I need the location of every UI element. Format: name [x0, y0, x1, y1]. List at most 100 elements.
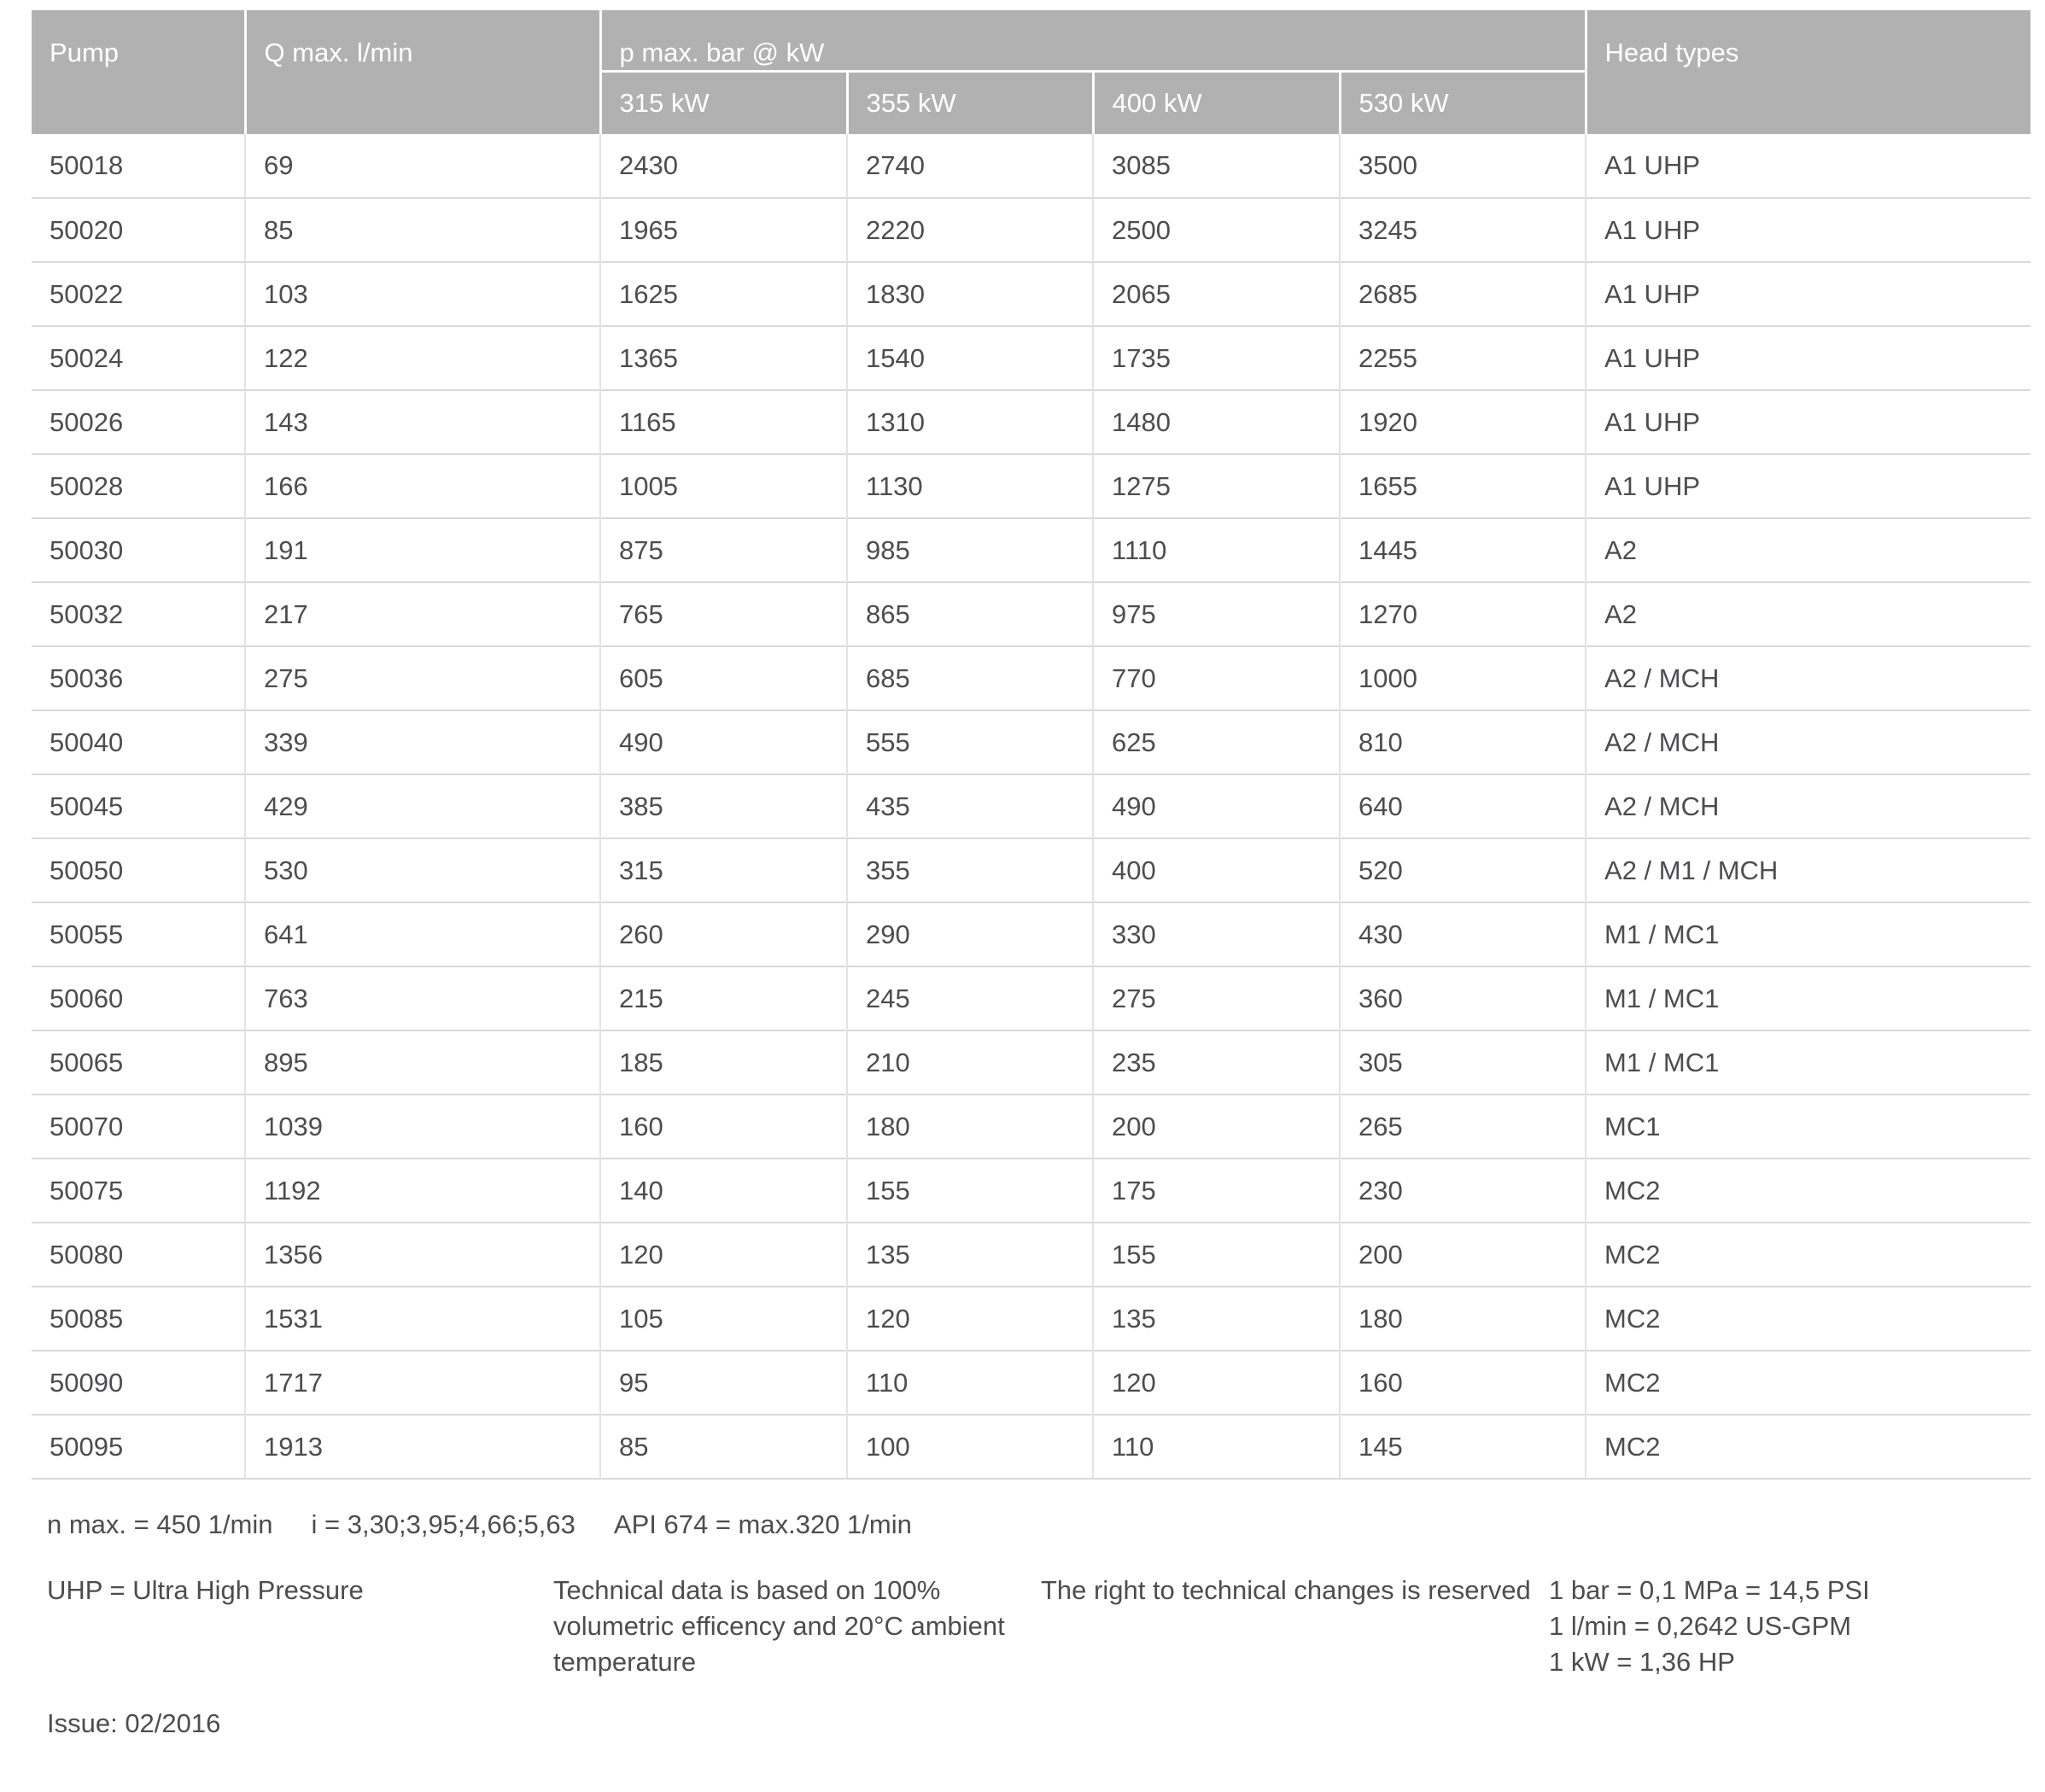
cell-q: 1192: [244, 1158, 600, 1223]
cell-kw355: 1540: [846, 325, 1093, 390]
cell-kw400: 110: [1092, 1414, 1340, 1480]
cell-kw355: 110: [846, 1350, 1093, 1415]
cell-q: 895: [244, 1030, 600, 1094]
cell-kw355: 1130: [846, 453, 1093, 518]
table-row: 50040 339 490 555 625 810 A2 / MCH: [32, 709, 2031, 774]
column-header-pump: Pump: [32, 10, 245, 134]
cell-head: M1 / MC1: [1585, 902, 2031, 966]
footnote-line: n max. = 450 1/min i = 3,30;3,95;4,66;5,…: [47, 1509, 912, 1540]
cell-head: MC2: [1585, 1414, 2031, 1480]
cell-head: MC2: [1585, 1286, 2031, 1351]
cell-q: 85: [244, 197, 600, 262]
cell-kw530: 520: [1338, 838, 1586, 902]
cell-kw530: 1655: [1338, 453, 1586, 518]
cell-kw355: 155: [846, 1158, 1093, 1223]
table-row: 50036 275 605 685 770 1000 A2 / MCH: [32, 645, 2031, 710]
cell-pump: 50030: [32, 517, 245, 582]
technical-note-line: Technical data is based on 100%: [553, 1575, 941, 1605]
cell-head: M1 / MC1: [1585, 966, 2031, 1030]
cell-kw355: 1310: [846, 389, 1093, 454]
conversion-line: 1 bar = 0,1 MPa = 14,5 PSI: [1549, 1575, 1870, 1605]
cell-kw355: 865: [846, 581, 1093, 646]
cell-q: 763: [244, 966, 600, 1030]
cell-kw355: 210: [846, 1030, 1093, 1094]
cell-kw530: 360: [1338, 966, 1586, 1030]
cell-kw315: 185: [599, 1030, 847, 1094]
cell-kw400: 1110: [1092, 517, 1340, 582]
cell-q: 1356: [244, 1222, 600, 1287]
cell-q: 641: [244, 902, 600, 966]
cell-kw355: 135: [846, 1222, 1093, 1287]
cell-kw530: 2255: [1338, 325, 1586, 390]
column-header-p-max-group: p max. bar @ kW: [599, 10, 1586, 71]
column-header-355kw: 355 kW: [845, 69, 1093, 134]
cell-q: 143: [244, 389, 600, 454]
table-row: 50075 1192 140 155 175 230 MC2: [32, 1158, 2031, 1223]
cell-pump: 50080: [32, 1222, 245, 1287]
cell-kw315: 1625: [599, 261, 847, 326]
cell-kw530: 1920: [1338, 389, 1586, 454]
cell-kw400: 625: [1092, 709, 1340, 774]
cell-pump: 50040: [32, 709, 245, 774]
cell-kw355: 435: [846, 773, 1093, 838]
cell-kw315: 140: [599, 1158, 847, 1223]
cell-kw400: 235: [1092, 1030, 1340, 1094]
cell-kw315: 95: [599, 1350, 847, 1415]
table-row: 50026 143 1165 1310 1480 1920 A1 UHP: [32, 389, 2031, 454]
cell-kw315: 2430: [599, 134, 847, 198]
cell-head: A2 / MCH: [1585, 773, 2031, 838]
cell-pump: 50036: [32, 645, 245, 710]
cell-q: 69: [244, 134, 600, 198]
cell-q: 217: [244, 581, 600, 646]
table-row: 50080 1356 120 135 155 200 MC2: [32, 1222, 2031, 1287]
technical-data-note: Technical data is based on 100% volumetr…: [553, 1573, 1005, 1680]
cell-kw400: 1735: [1092, 325, 1340, 390]
table-row: 50055 641 260 290 330 430 M1 / MC1: [32, 902, 2031, 966]
cell-pump: 50090: [32, 1350, 245, 1415]
cell-kw530: 810: [1338, 709, 1586, 774]
note-ratio-i: i = 3,30;3,95;4,66;5,63: [311, 1509, 576, 1539]
unit-conversions-note: 1 bar = 0,1 MPa = 14,5 PSI 1 l/min = 0,2…: [1549, 1573, 1870, 1680]
cell-pump: 50070: [32, 1094, 245, 1159]
cell-kw315: 605: [599, 645, 847, 710]
cell-head: A1 UHP: [1585, 325, 2031, 390]
cell-kw530: 265: [1338, 1094, 1586, 1159]
cell-kw315: 1365: [599, 325, 847, 390]
cell-head: MC2: [1585, 1350, 2031, 1415]
cell-pump: 50060: [32, 966, 245, 1030]
cell-kw530: 230: [1338, 1158, 1586, 1223]
cell-head: A2 / M1 / MCH: [1585, 838, 2031, 902]
cell-q: 1913: [244, 1414, 600, 1480]
cell-kw315: 385: [599, 773, 847, 838]
cell-kw530: 305: [1338, 1030, 1586, 1094]
cell-kw400: 2065: [1092, 261, 1340, 326]
cell-head: A1 UHP: [1585, 261, 2031, 326]
cell-kw530: 640: [1338, 773, 1586, 838]
cell-head: MC1: [1585, 1094, 2031, 1159]
cell-pump: 50018: [50, 150, 124, 180]
cell-kw355: 1830: [846, 261, 1093, 326]
cell-head: A1 UHP: [1585, 389, 2031, 454]
cell-kw315: 85: [599, 1414, 847, 1480]
cell-pump: 50050: [32, 838, 245, 902]
cell-pump: 50065: [32, 1030, 245, 1094]
cell-kw400: 120: [1092, 1350, 1340, 1415]
cell-kw315: 315: [599, 838, 847, 902]
technical-note-line: volumetric efficency and 20°C ambient: [553, 1611, 1005, 1641]
cell-kw400: 1275: [1092, 453, 1340, 518]
cell-kw400: 400: [1092, 838, 1340, 902]
cell-kw315: 105: [599, 1286, 847, 1351]
cell-kw315: 765: [599, 581, 847, 646]
cell-kw355: 245: [846, 966, 1093, 1030]
column-header-head-types: Head types: [1584, 10, 2031, 134]
cell-pump: 50075: [32, 1158, 245, 1223]
cell-kw400: 330: [1092, 902, 1340, 966]
table-row: 50070 1039 160 180 200 265 MC1: [32, 1094, 2031, 1159]
cell-head: A2: [1585, 517, 2031, 582]
cell-kw530: 180: [1338, 1286, 1586, 1351]
table-row: 50095 1913 85 100 110 145 MC2: [32, 1414, 2031, 1480]
table-row: 50060 763 215 245 275 360 M1 / MC1: [32, 966, 2031, 1030]
column-header-530kw: 530 kW: [1338, 69, 1586, 134]
uhp-note: UHP = Ultra High Pressure: [47, 1575, 364, 1605]
